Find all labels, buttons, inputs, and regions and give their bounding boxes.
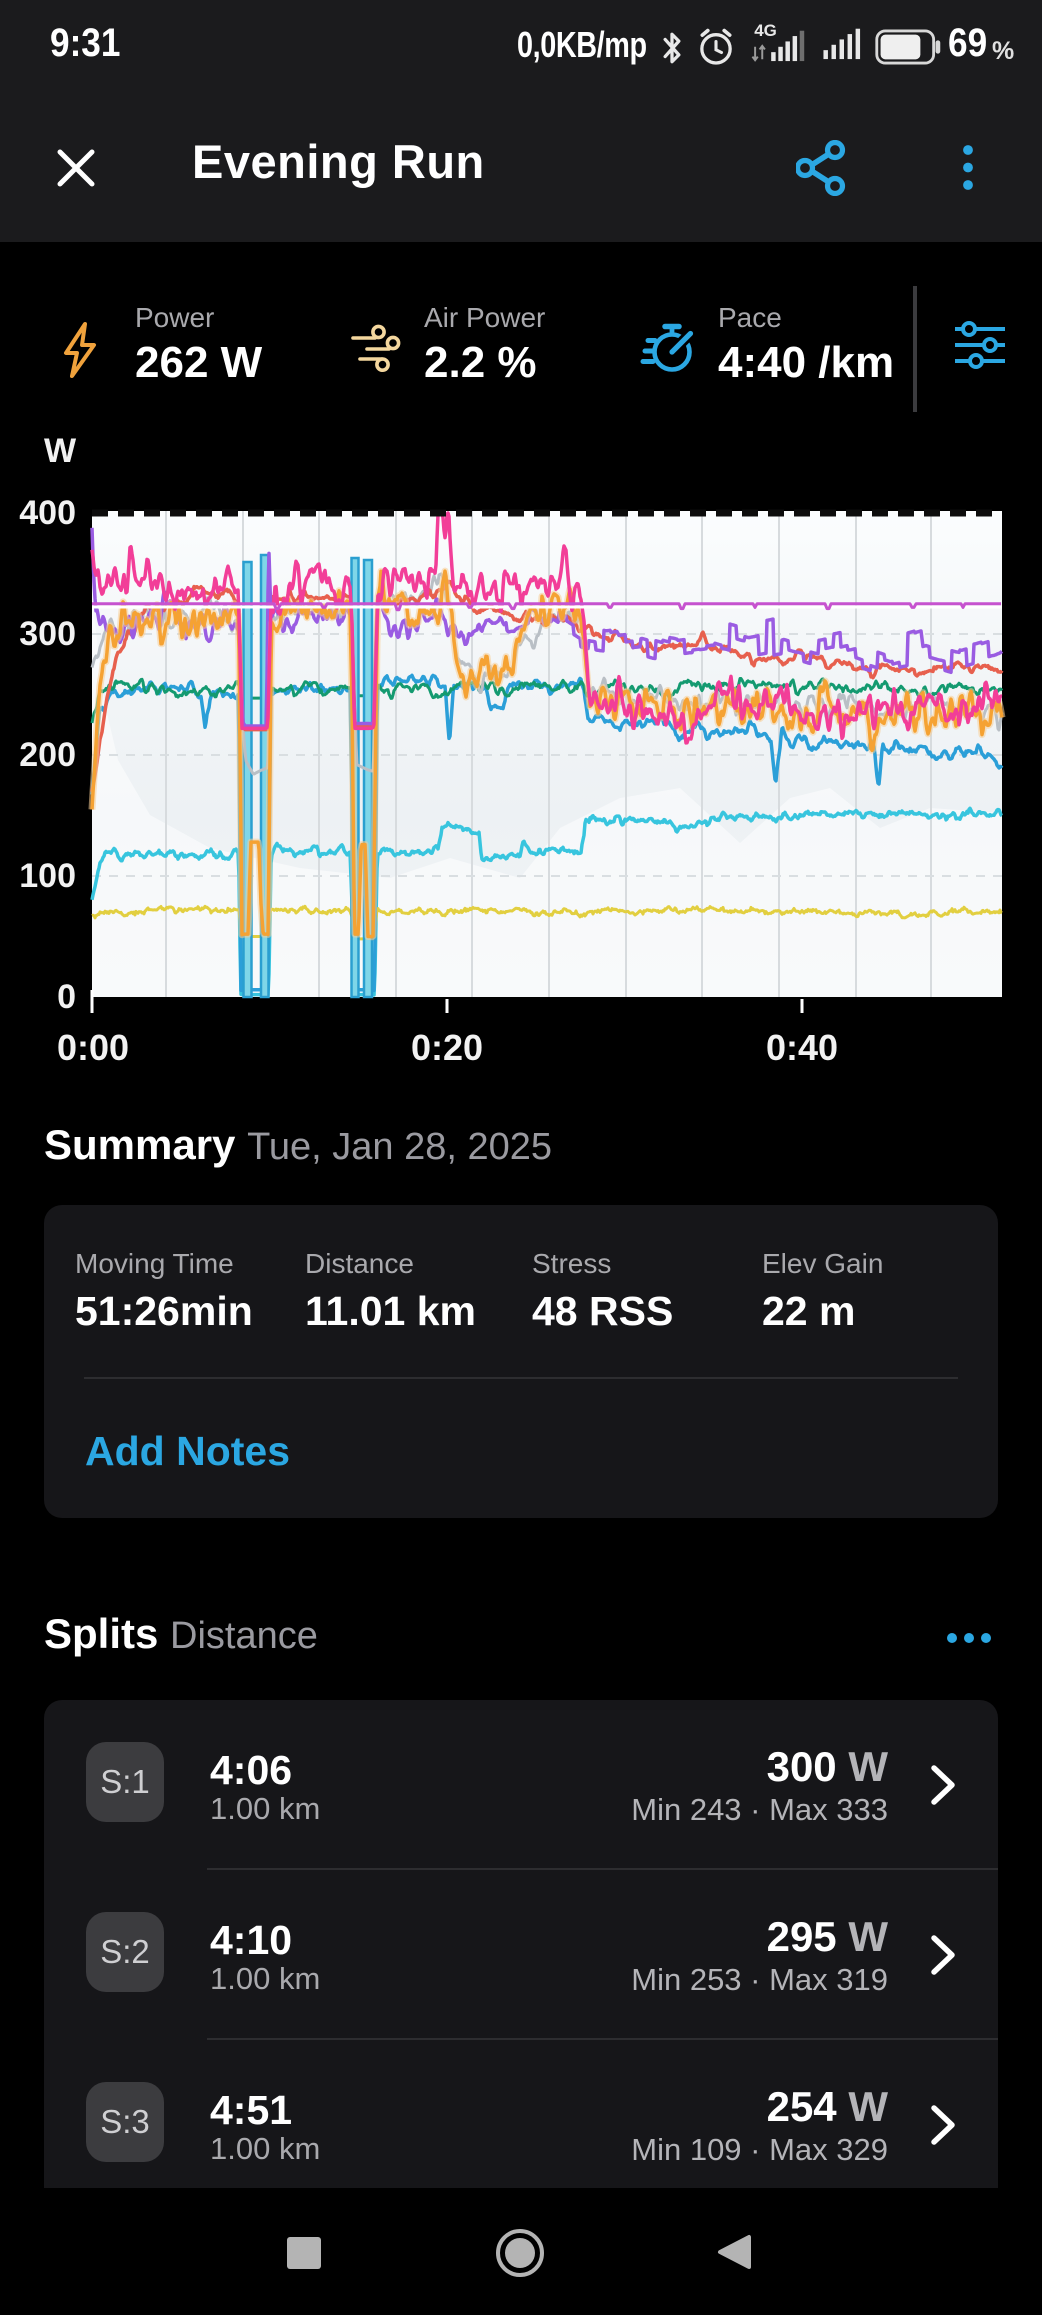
svg-text:W: W [44, 432, 77, 470]
svg-text:0:00: 0:00 [57, 1027, 129, 1068]
svg-text:400: 400 [19, 494, 76, 532]
svg-text:300: 300 [19, 615, 76, 653]
svg-text:0:20: 0:20 [411, 1027, 483, 1068]
svg-text:4G: 4G [754, 21, 777, 40]
svg-text:200: 200 [19, 736, 76, 774]
svg-text:0:40: 0:40 [766, 1027, 838, 1068]
svg-text:0: 0 [57, 978, 76, 1016]
svg-text:100: 100 [19, 857, 76, 895]
